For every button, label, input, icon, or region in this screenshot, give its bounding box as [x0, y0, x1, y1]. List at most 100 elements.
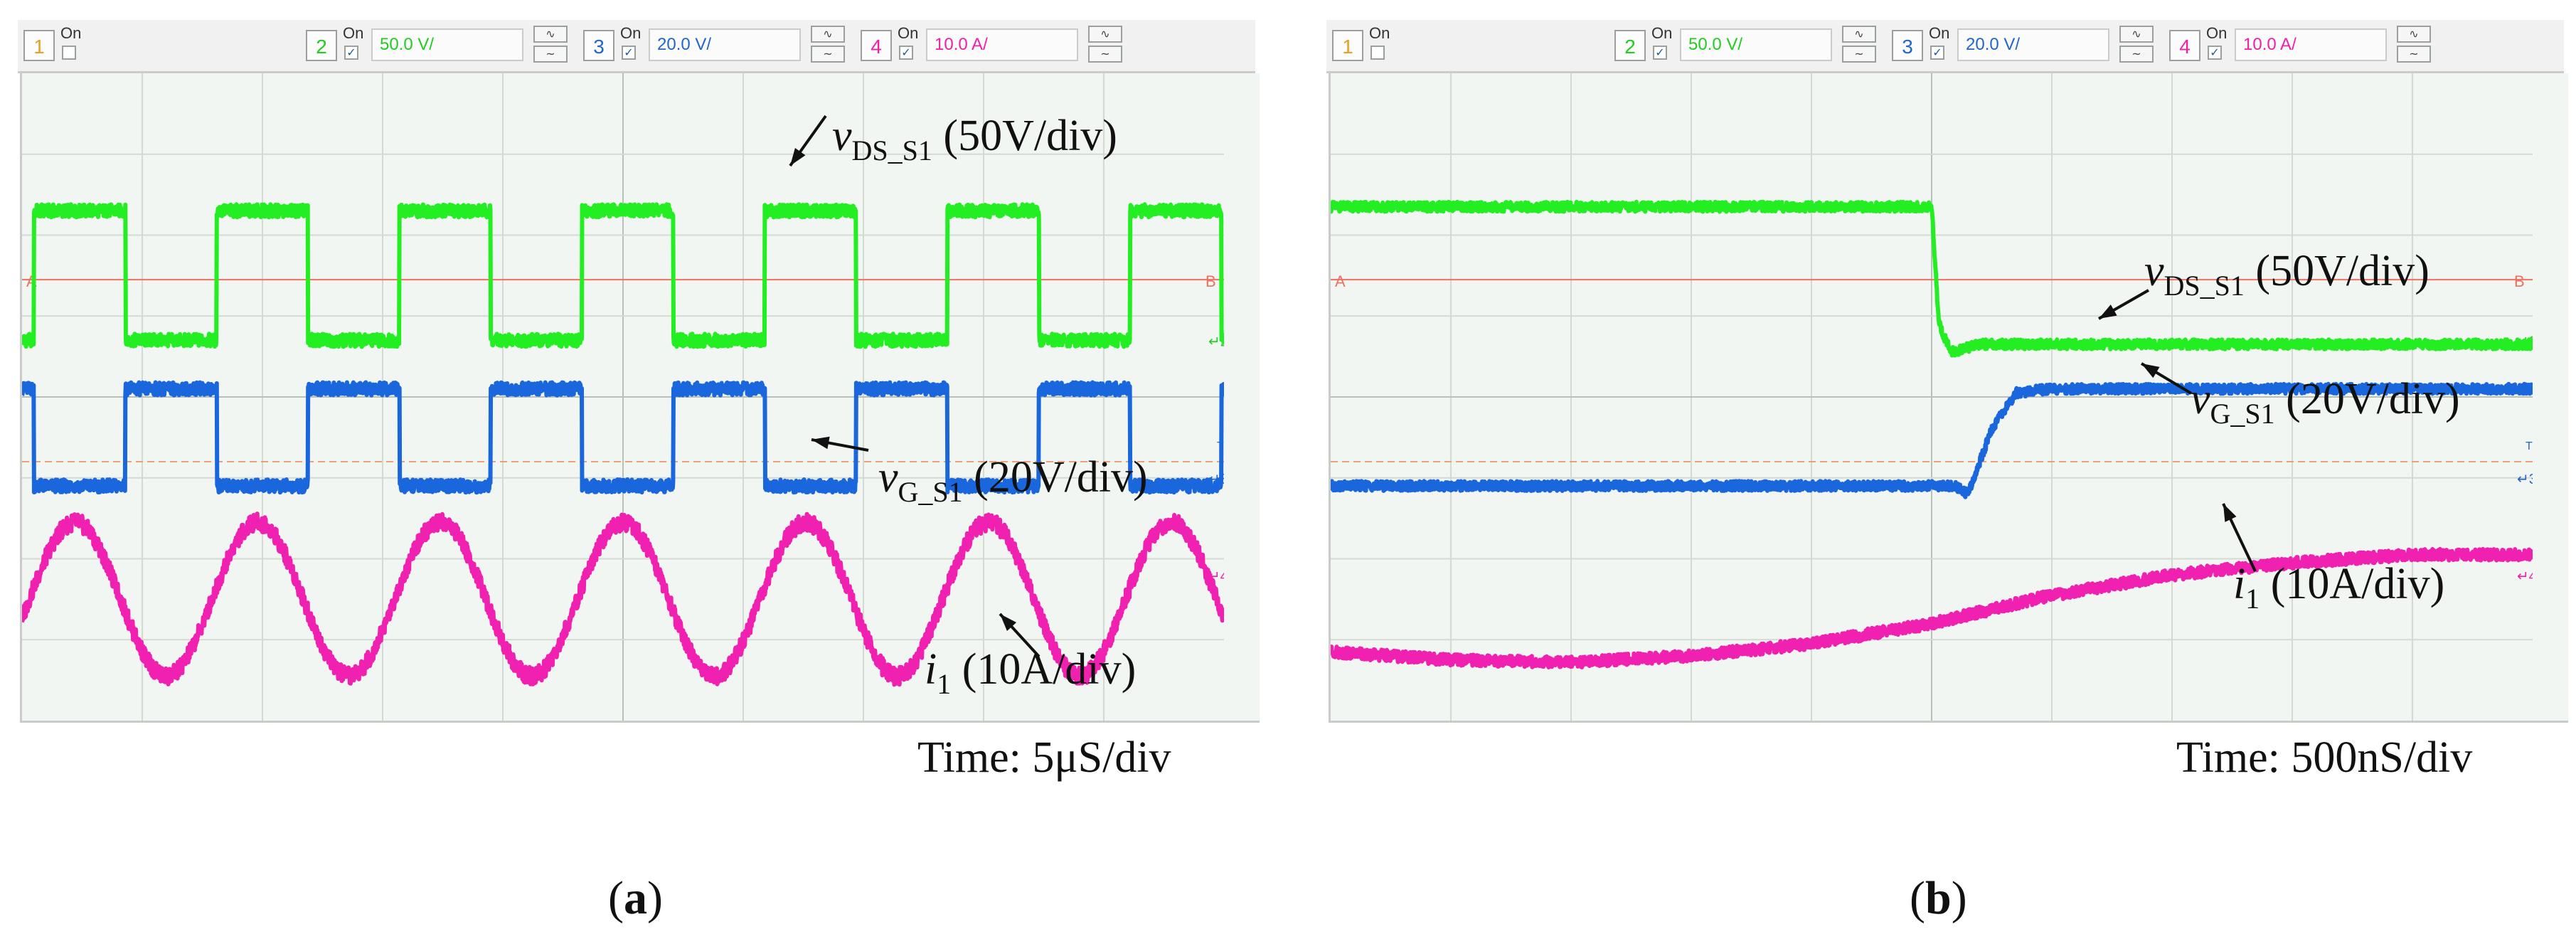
arrow-vg-head — [811, 436, 830, 450]
channel-2-scale[interactable]: 50.0 V/ — [371, 28, 523, 61]
label-sub: 1 — [937, 668, 952, 700]
channel-1-number[interactable]: 1 — [1332, 30, 1363, 61]
dc-coupling-icon[interactable]: ~ — [811, 46, 845, 63]
channel-4-scale[interactable]: 10.0 A/ — [2235, 28, 2387, 61]
cursor-b-marker[interactable]: B — [1205, 272, 1216, 290]
label-sub: DS_S1 — [2163, 270, 2245, 302]
channel-4-checkbox[interactable]: ✓ — [2208, 46, 2222, 60]
channel-2-on-label: On — [1651, 24, 1673, 42]
label-i1: i1 (10A/div) — [925, 647, 1136, 699]
label-var: i — [2233, 560, 2246, 608]
label-var: v — [2144, 247, 2164, 295]
channel-bar: 1 On 2 On ✓ 50.0 V/ ∿ ~ 3 On ✓ 20.0 V/ ∿ ~… — [18, 20, 1255, 73]
channel-bar: 1 On 2 On ✓ 50.0 V/ ∿ ~ 3 On ✓ 20.0 V/ ∿ ~… — [1326, 20, 2564, 73]
channel-4-scale[interactable]: 10.0 A/ — [926, 28, 1078, 61]
panel-caption: (b) — [1910, 872, 1967, 924]
channel-4-on-label: On — [2206, 24, 2228, 42]
caption-letter: b — [1925, 872, 1952, 924]
channel-1-on-label: On — [1369, 24, 1390, 42]
caption-letter: a — [623, 872, 647, 924]
cursor-b-marker[interactable]: B — [2514, 272, 2525, 290]
channel-4-number[interactable]: 4 — [861, 30, 892, 61]
series-2-trace — [1331, 381, 2533, 499]
ac-coupling-icon[interactable]: ∿ — [1088, 26, 1122, 43]
dc-coupling-icon[interactable]: ~ — [2397, 46, 2431, 63]
channel-1-checkbox[interactable] — [62, 46, 76, 60]
label-var: v — [832, 112, 852, 160]
ac-coupling-icon[interactable]: ∿ — [533, 26, 568, 43]
channel-4-number[interactable]: 4 — [2169, 30, 2200, 61]
ac-coupling-icon[interactable]: ∿ — [1842, 26, 1876, 43]
arrow-i1-head — [1000, 614, 1017, 632]
channel-2-number[interactable]: 2 — [1614, 30, 1646, 61]
ac-coupling-icon[interactable]: ∿ — [2119, 26, 2154, 43]
label-rest: (50V/div) — [2244, 247, 2429, 295]
label-i1: i1 (10A/div) — [2233, 562, 2444, 613]
arrow-vg-head — [2141, 364, 2160, 378]
channel-2-on-label: On — [343, 24, 364, 42]
ac-coupling-icon[interactable]: ∿ — [811, 26, 845, 43]
label-vds: vDS_S1 (50V/div) — [2144, 249, 2429, 300]
channel-2-coupling[interactable]: ∿ ~ — [1842, 26, 1878, 65]
channel-3-number[interactable]: 3 — [583, 30, 614, 61]
label-rest: (10A/div) — [2260, 560, 2445, 608]
channel-3-scale[interactable]: 20.0 V/ — [649, 28, 801, 61]
series-3-trace — [22, 511, 1224, 687]
label-sub: G_S1 — [2210, 398, 2275, 430]
cursor-a-marker[interactable]: A — [1335, 272, 1346, 290]
timebase-label: Time: 500nS/div — [2176, 733, 2473, 782]
panel-caption: (a) — [608, 872, 663, 924]
series-3-trace — [1331, 546, 2533, 669]
channel-3-on-label: On — [1929, 24, 1950, 42]
channel-3-coupling[interactable]: ∿ ~ — [2119, 26, 2155, 65]
channel-3-on-label: On — [620, 24, 642, 42]
channel-1-on-label: On — [60, 24, 82, 42]
channel-4-coupling[interactable]: ∿ ~ — [2397, 26, 2432, 65]
arrow-i1-head — [2223, 504, 2237, 522]
label-rest: (10A/div) — [951, 645, 1137, 694]
label-var: i — [925, 645, 937, 694]
timebase-label: Time: 5μS/div — [917, 733, 1171, 782]
label-sub: DS_S1 — [851, 134, 932, 166]
scope-plot-area: AB↵2↵3↵4T — [1329, 73, 2568, 723]
label-vg: vG_S1 (20V/div) — [878, 455, 1148, 506]
channel-3-marker[interactable]: ↵3 — [2517, 472, 2533, 487]
label-sub: 1 — [2245, 583, 2260, 615]
channel-4-coupling[interactable]: ∿ ~ — [1088, 26, 1124, 65]
dc-coupling-icon[interactable]: ~ — [1842, 46, 1876, 63]
label-rest: (20V/div) — [2274, 375, 2460, 423]
channel-2-checkbox[interactable]: ✓ — [344, 46, 358, 60]
channel-4-checkbox[interactable]: ✓ — [899, 46, 913, 60]
channel-2-coupling[interactable]: ∿ ~ — [533, 26, 569, 65]
dc-coupling-icon[interactable]: ~ — [2119, 46, 2154, 63]
dc-coupling-icon[interactable]: ~ — [1088, 46, 1122, 63]
channel-2-scale[interactable]: 50.0 V/ — [1680, 28, 1832, 61]
scope-waveform-svg: AB↵2↵3↵4T — [22, 73, 1224, 721]
scope-plot-area: AB↵2↵3↵4T — [20, 73, 1260, 723]
channel-3-number[interactable]: 3 — [1892, 30, 1923, 61]
trigger-marker[interactable]: T — [2526, 440, 2533, 452]
arrow-vds-head — [790, 147, 806, 166]
channel-3-coupling[interactable]: ∿ ~ — [811, 26, 846, 65]
series-1-trace — [22, 202, 1224, 349]
label-var: v — [878, 453, 898, 502]
channel-2-checkbox[interactable]: ✓ — [1653, 46, 1667, 60]
channel-4-on-label: On — [898, 24, 919, 42]
label-var: v — [2191, 375, 2210, 423]
channel-2-number[interactable]: 2 — [306, 30, 337, 61]
series-1-trace — [1331, 199, 2533, 358]
channel-1-checkbox[interactable] — [1371, 46, 1385, 60]
channel-1-number[interactable]: 1 — [23, 30, 55, 61]
scope-panel-a: 1 On 2 On ✓ 50.0 V/ ∿ ~ 3 On ✓ 20.0 V/ ∿ ~… — [18, 0, 1270, 939]
channel-3-checkbox[interactable]: ✓ — [1930, 46, 1944, 60]
label-vds: vDS_S1 (50V/div) — [832, 114, 1117, 165]
scope-panel-b: 1 On 2 On ✓ 50.0 V/ ∿ ~ 3 On ✓ 20.0 V/ ∿ ~… — [1326, 0, 2576, 939]
dc-coupling-icon[interactable]: ~ — [533, 46, 568, 63]
ac-coupling-icon[interactable]: ∿ — [2397, 26, 2431, 43]
arrow-vds-head — [2099, 304, 2117, 319]
channel-4-marker[interactable]: ↵4 — [2517, 568, 2533, 584]
channel-3-checkbox[interactable]: ✓ — [622, 46, 636, 60]
scope-waveform-svg: AB↵2↵3↵4T — [1331, 73, 2533, 721]
channel-3-scale[interactable]: 20.0 V/ — [1957, 28, 2109, 61]
label-sub: G_S1 — [898, 476, 963, 508]
